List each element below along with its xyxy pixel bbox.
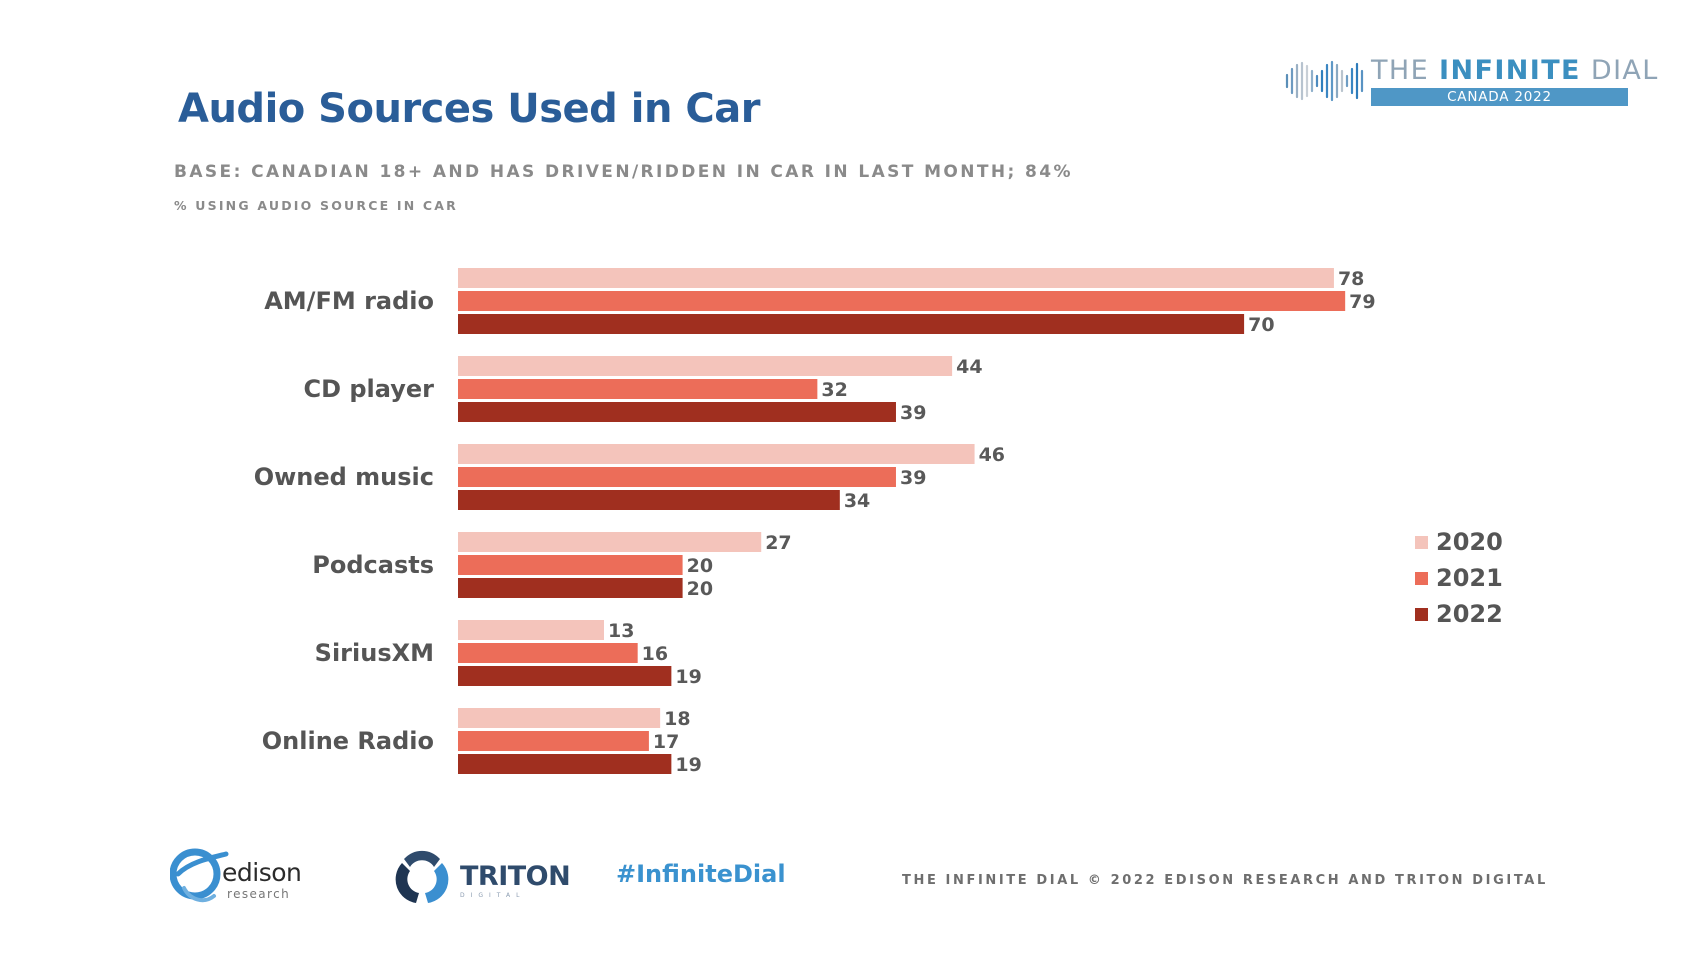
legend-label: 2022: [1436, 600, 1503, 628]
legend-swatch: [1415, 571, 1428, 585]
bar-2022: [458, 402, 896, 422]
bar-2021: [458, 643, 638, 663]
data-label: 39: [900, 402, 926, 424]
legend-swatch: [1415, 535, 1428, 549]
bar-2020: [458, 356, 953, 376]
brand-name: THE INFINITE DIAL: [1371, 55, 1659, 86]
triton-wordmark: TRITON: [460, 861, 571, 892]
data-label: 18: [664, 708, 690, 730]
data-label: 19: [675, 666, 701, 688]
category-label: Podcasts: [312, 551, 434, 579]
data-label: 44: [956, 356, 982, 378]
data-label: 20: [687, 578, 713, 600]
legend-item: 2020: [1415, 524, 1503, 560]
edison-research-logo: edison research: [170, 840, 320, 910]
legend-label: 2020: [1436, 528, 1503, 556]
waveform-icon: [1285, 60, 1364, 102]
bar-2022: [458, 754, 672, 774]
copyright-notice: THE INFINITE DIAL © 2022 EDISON RESEARCH…: [902, 873, 1548, 888]
category-label: AM/FM radio: [264, 287, 434, 315]
triton-ring-icon: [395, 850, 449, 903]
triton-digital-logo: TRITON DIGITAL: [390, 845, 571, 910]
hashtag[interactable]: #InfiniteDial: [616, 860, 786, 888]
bar-2021: [458, 467, 896, 487]
triton-subtext: DIGITAL: [460, 892, 526, 899]
data-label: 20: [687, 555, 713, 577]
data-label: 32: [821, 379, 847, 401]
data-label: 16: [642, 643, 668, 665]
data-label: 13: [608, 620, 634, 642]
base-note: BASE: CANADIAN 18+ AND HAS DRIVEN/RIDDEN…: [174, 162, 1073, 182]
legend-swatch: [1415, 607, 1428, 621]
chart-legend: 2020 2021 2022: [1415, 524, 1503, 632]
bar-2021: [458, 731, 649, 751]
category-label: SiriusXM: [315, 639, 434, 667]
data-label: 79: [1349, 291, 1375, 313]
legend-label: 2021: [1436, 564, 1503, 592]
data-label: 70: [1248, 314, 1274, 336]
data-label: 27: [765, 532, 791, 554]
data-label: 34: [844, 490, 870, 512]
category-label: CD player: [303, 375, 434, 403]
data-label: 78: [1338, 268, 1364, 290]
bar-2021: [458, 555, 683, 575]
category-label: Owned music: [254, 463, 434, 491]
data-label: 17: [653, 731, 679, 753]
bar-2022: [458, 578, 683, 598]
bar-2020: [458, 268, 1334, 288]
bar-2021: [458, 379, 818, 399]
bar-2020: [458, 444, 975, 464]
bar-2021: [458, 291, 1346, 311]
legend-item: 2021: [1415, 560, 1503, 596]
bar-2022: [458, 666, 672, 686]
category-label: Online Radio: [262, 727, 434, 755]
brand-edition: CANADA 2022: [1371, 88, 1628, 106]
bar-2022: [458, 314, 1245, 334]
chart-subtitle: % USING AUDIO SOURCE IN CAR: [174, 198, 459, 213]
edison-globe-icon: [170, 848, 229, 903]
bar-2020: [458, 532, 762, 552]
edison-subtext: research: [227, 887, 291, 901]
bar-2022: [458, 490, 840, 510]
bar-2020: [458, 708, 661, 728]
infinite-dial-logo: THE INFINITE DIAL CANADA 2022: [1283, 55, 1657, 110]
data-label: 39: [900, 467, 926, 489]
data-label: 19: [675, 754, 701, 776]
page-title: Audio Sources Used in Car: [178, 86, 760, 132]
legend-item: 2022: [1415, 596, 1503, 632]
bar-2020: [458, 620, 604, 640]
data-label: 46: [979, 444, 1005, 466]
edison-wordmark: edison: [222, 858, 302, 887]
